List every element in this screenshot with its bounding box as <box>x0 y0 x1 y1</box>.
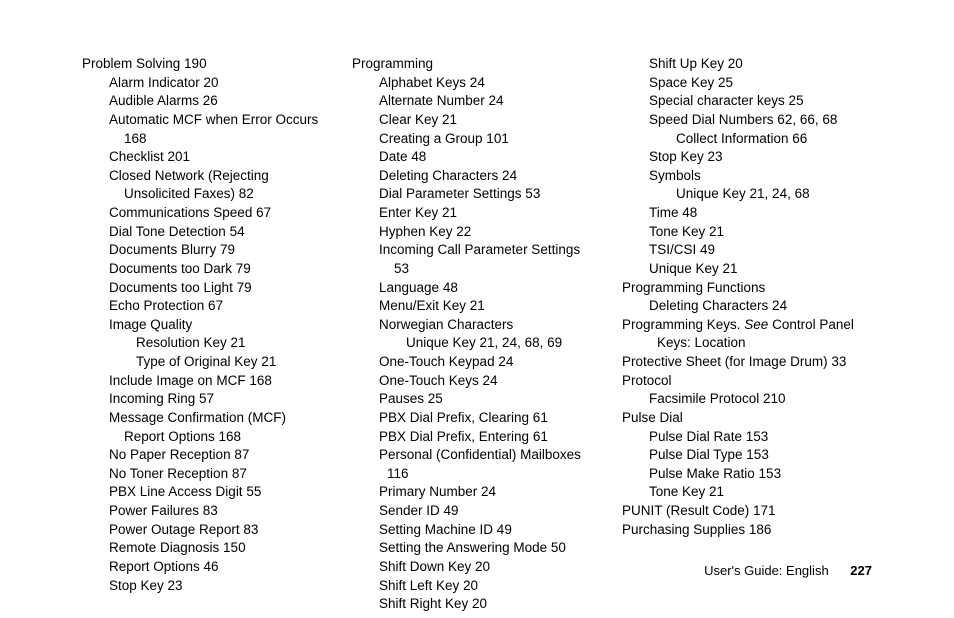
index-entry: Dial Tone Detection 54 <box>82 223 332 242</box>
index-entry: Primary Number 24 <box>352 483 602 502</box>
index-entry: Creating a Group 101 <box>352 130 602 149</box>
index-entry: Problem Solving 190 <box>82 55 332 74</box>
index-entry: Report Options 46 <box>82 558 332 577</box>
index-entry: Clear Key 21 <box>352 111 602 130</box>
index-entry: Unsolicited Faxes) 82 <box>82 185 332 204</box>
index-entry: Closed Network (Rejecting <box>82 167 332 186</box>
index-entry: PBX Dial Prefix, Clearing 61 <box>352 409 602 428</box>
index-entry: Symbols <box>622 167 872 186</box>
index-entry: Unique Key 21, 24, 68, 69 <box>352 334 602 353</box>
index-entry: Automatic MCF when Error Occurs <box>82 111 332 130</box>
index-entry: Dial Parameter Settings 53 <box>352 185 602 204</box>
index-entry: Shift Down Key 20 <box>352 558 602 577</box>
index-entry: Echo Protection 67 <box>82 297 332 316</box>
index-entry: Power Failures 83 <box>82 502 332 521</box>
index-entry: Pulse Dial Type 153 <box>622 446 872 465</box>
index-entry: Tone Key 21 <box>622 483 872 502</box>
index-entry: Resolution Key 21 <box>82 334 332 353</box>
index-entry: Programming Functions <box>622 279 872 298</box>
index-entry: Documents too Light 79 <box>82 279 332 298</box>
index-entry: Setting Machine ID 49 <box>352 521 602 540</box>
index-entry: Alternate Number 24 <box>352 92 602 111</box>
index-entry: Language 48 <box>352 279 602 298</box>
index-entry: Pulse Dial Rate 153 <box>622 428 872 447</box>
index-entry: One-Touch Keypad 24 <box>352 353 602 372</box>
index-entry: Personal (Confidential) Mailboxes <box>352 446 602 465</box>
index-entry: Include Image on MCF 168 <box>82 372 332 391</box>
index-entry: 53 <box>352 260 602 279</box>
page-number: 227 <box>850 563 872 578</box>
index-entry: Norwegian Characters <box>352 316 602 335</box>
index-entry: Stop Key 23 <box>82 577 332 596</box>
index-entry: Setting the Answering Mode 50 <box>352 539 602 558</box>
index-entry: Pulse Make Ratio 153 <box>622 465 872 484</box>
index-entry: Alphabet Keys 24 <box>352 74 602 93</box>
index-page: Problem Solving 190Alarm Indicator 20Aud… <box>0 0 954 614</box>
index-entry: Message Confirmation (MCF) <box>82 409 332 428</box>
index-entry: Audible Alarms 26 <box>82 92 332 111</box>
index-entry: Unique Key 21, 24, 68 <box>622 185 872 204</box>
index-entry: PBX Dial Prefix, Entering 61 <box>352 428 602 447</box>
index-entry: Programming Keys. See Control Panel <box>622 316 872 335</box>
index-entry: Incoming Ring 57 <box>82 390 332 409</box>
index-column-1: Problem Solving 190Alarm Indicator 20Aud… <box>82 55 332 614</box>
index-entry: No Paper Reception 87 <box>82 446 332 465</box>
index-entry: Purchasing Supplies 186 <box>622 521 872 540</box>
index-entry: Enter Key 21 <box>352 204 602 223</box>
index-entry: Incoming Call Parameter Settings <box>352 241 602 260</box>
index-entry: Stop Key 23 <box>622 148 872 167</box>
index-entry: Programming <box>352 55 602 74</box>
index-entry: Image Quality <box>82 316 332 335</box>
index-entry: Type of Original Key 21 <box>82 353 332 372</box>
index-entry: Report Options 168 <box>82 428 332 447</box>
index-entry: Shift Right Key 20 <box>352 595 602 614</box>
index-column-3: Shift Up Key 20Space Key 25Special chara… <box>622 55 872 614</box>
index-entry: Pauses 25 <box>352 390 602 409</box>
index-entry: PBX Line Access Digit 55 <box>82 483 332 502</box>
index-entry: Shift Left Key 20 <box>352 577 602 596</box>
index-entry: Power Outage Report 83 <box>82 521 332 540</box>
index-entry: Pulse Dial <box>622 409 872 428</box>
index-entry: Checklist 201 <box>82 148 332 167</box>
index-entry: 116 <box>352 465 602 484</box>
footer-text: User's Guide: English <box>704 563 829 578</box>
index-entry: One-Touch Keys 24 <box>352 372 602 391</box>
index-entry: Documents Blurry 79 <box>82 241 332 260</box>
index-column-2: ProgrammingAlphabet Keys 24Alternate Num… <box>352 55 602 614</box>
index-entry: Unique Key 21 <box>622 260 872 279</box>
index-entry: Speed Dial Numbers 62, 66, 68 <box>622 111 872 130</box>
index-entry: Alarm Indicator 20 <box>82 74 332 93</box>
page-footer: User's Guide: English 227 <box>704 563 872 578</box>
index-entry: Protective Sheet (for Image Drum) 33 <box>622 353 872 372</box>
index-entry: Space Key 25 <box>622 74 872 93</box>
index-entry: No Toner Reception 87 <box>82 465 332 484</box>
index-entry: Keys: Location <box>622 334 872 353</box>
index-entry: Date 48 <box>352 148 602 167</box>
index-entry: 168 <box>82 130 332 149</box>
index-entry: Protocol <box>622 372 872 391</box>
index-entry: Hyphen Key 22 <box>352 223 602 242</box>
index-entry: PUNIT (Result Code) 171 <box>622 502 872 521</box>
index-entry: Collect Information 66 <box>622 130 872 149</box>
index-entry: Menu/Exit Key 21 <box>352 297 602 316</box>
index-entry: Deleting Characters 24 <box>622 297 872 316</box>
index-entry: Time 48 <box>622 204 872 223</box>
index-entry: Remote Diagnosis 150 <box>82 539 332 558</box>
index-entry: TSI/CSI 49 <box>622 241 872 260</box>
index-entry: Deleting Characters 24 <box>352 167 602 186</box>
index-entry: Documents too Dark 79 <box>82 260 332 279</box>
index-entry: Facsimile Protocol 210 <box>622 390 872 409</box>
index-entry: Sender ID 49 <box>352 502 602 521</box>
index-entry: Tone Key 21 <box>622 223 872 242</box>
index-entry: Special character keys 25 <box>622 92 872 111</box>
index-entry: Communications Speed 67 <box>82 204 332 223</box>
index-entry: Shift Up Key 20 <box>622 55 872 74</box>
